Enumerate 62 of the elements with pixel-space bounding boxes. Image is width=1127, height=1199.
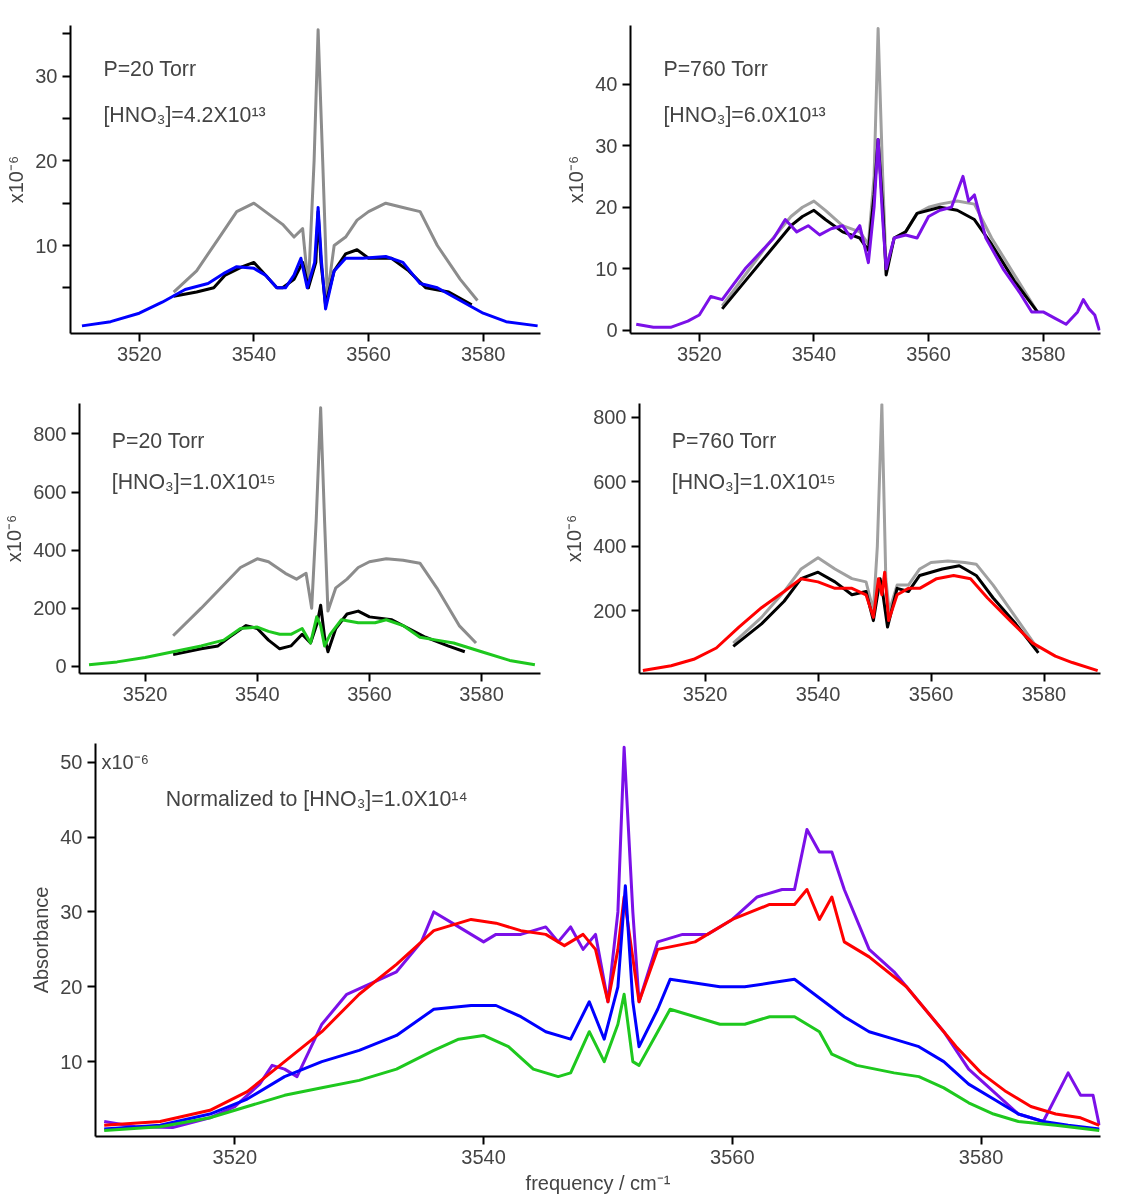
annotation: P=760 Torr <box>671 429 777 454</box>
y-tick-label: 50 <box>60 751 83 774</box>
y-tick-label: 0 <box>606 319 618 342</box>
x-tick-label: 3520 <box>682 682 728 705</box>
x-tick-label: 3520 <box>122 682 168 705</box>
y-tick-label: 600 <box>33 481 67 504</box>
x-tick-label: 3580 <box>460 342 506 365</box>
y-tick-label: 200 <box>33 597 67 620</box>
line-series <box>102 992 1101 1133</box>
y-tick-label: 30 <box>60 900 83 923</box>
annotation: P=20 Torr <box>111 429 205 454</box>
y-tick-label: 800 <box>33 422 67 445</box>
x-tick-label: 3540 <box>235 682 280 705</box>
y-axis-title: x10⁻⁶ <box>563 514 586 563</box>
y-tick-label: 0 <box>55 655 67 678</box>
y-tick-label: 10 <box>595 257 618 280</box>
y-tick-label: 20 <box>595 196 618 219</box>
y-tick-label: 10 <box>60 1050 83 1073</box>
x-tick-label: 3540 <box>461 1145 506 1168</box>
line-series <box>80 205 540 328</box>
x-tick-label: 3540 <box>795 682 841 705</box>
y-tick-label: 40 <box>60 826 83 849</box>
y-tick-label: 20 <box>60 975 83 998</box>
y-axis-title: x10⁻⁶ <box>565 155 588 204</box>
y-tick-label: 200 <box>593 599 627 622</box>
x-tick-label: 3520 <box>117 342 162 365</box>
y-tick-label: 800 <box>593 406 627 429</box>
y-tick-label: 30 <box>35 65 58 88</box>
annotation: [HNO₃]=1.0X10¹⁵ <box>671 469 836 494</box>
annotation: P=760 Torr <box>663 56 768 81</box>
x-tick-label: 3580 <box>459 682 504 705</box>
y-tick-label: 400 <box>593 535 627 558</box>
x-tick-label: 3580 <box>1020 342 1066 365</box>
x-axis-title: frequency / cm⁻¹ <box>525 1171 671 1194</box>
x-tick-label: 3560 <box>346 342 391 365</box>
y-axis-title: Absorbance <box>30 886 53 994</box>
y-tick-label: 40 <box>595 73 618 96</box>
x-tick-label: 3520 <box>212 1145 258 1168</box>
annotation: [HNO₃]=6.0X10¹³ <box>663 102 826 127</box>
annotation: x10⁻⁶ <box>101 751 149 774</box>
annotation: Normalized to [HNO₃]=1.0X10¹⁴ <box>165 786 468 811</box>
x-tick-label: 3540 <box>231 342 277 365</box>
y-tick-label: 400 <box>33 539 67 562</box>
line-series <box>87 615 537 667</box>
annotation: [HNO₃]=1.0X10¹⁵ <box>111 469 276 494</box>
y-tick-label: 600 <box>593 470 627 493</box>
x-tick-label: 3540 <box>791 342 837 365</box>
x-tick-label: 3560 <box>347 682 392 705</box>
x-tick-label: 3580 <box>958 1145 1004 1168</box>
x-tick-label: 3560 <box>906 342 951 365</box>
x-tick-label: 3580 <box>1021 682 1067 705</box>
x-tick-label: 3560 <box>908 682 954 705</box>
y-tick-label: 30 <box>595 134 618 157</box>
y-tick-label: 20 <box>35 149 58 172</box>
x-tick-label: 3560 <box>710 1145 755 1168</box>
annotation: [HNO₃]=4.2X10¹³ <box>103 102 266 127</box>
annotation: P=20 Torr <box>103 56 197 81</box>
y-axis-title: x10⁻⁶ <box>3 514 26 563</box>
y-axis-title: x10⁻⁶ <box>5 155 28 204</box>
y-tick-label: 10 <box>35 234 58 257</box>
x-tick-label: 3520 <box>677 342 722 365</box>
line-series <box>634 137 1101 332</box>
